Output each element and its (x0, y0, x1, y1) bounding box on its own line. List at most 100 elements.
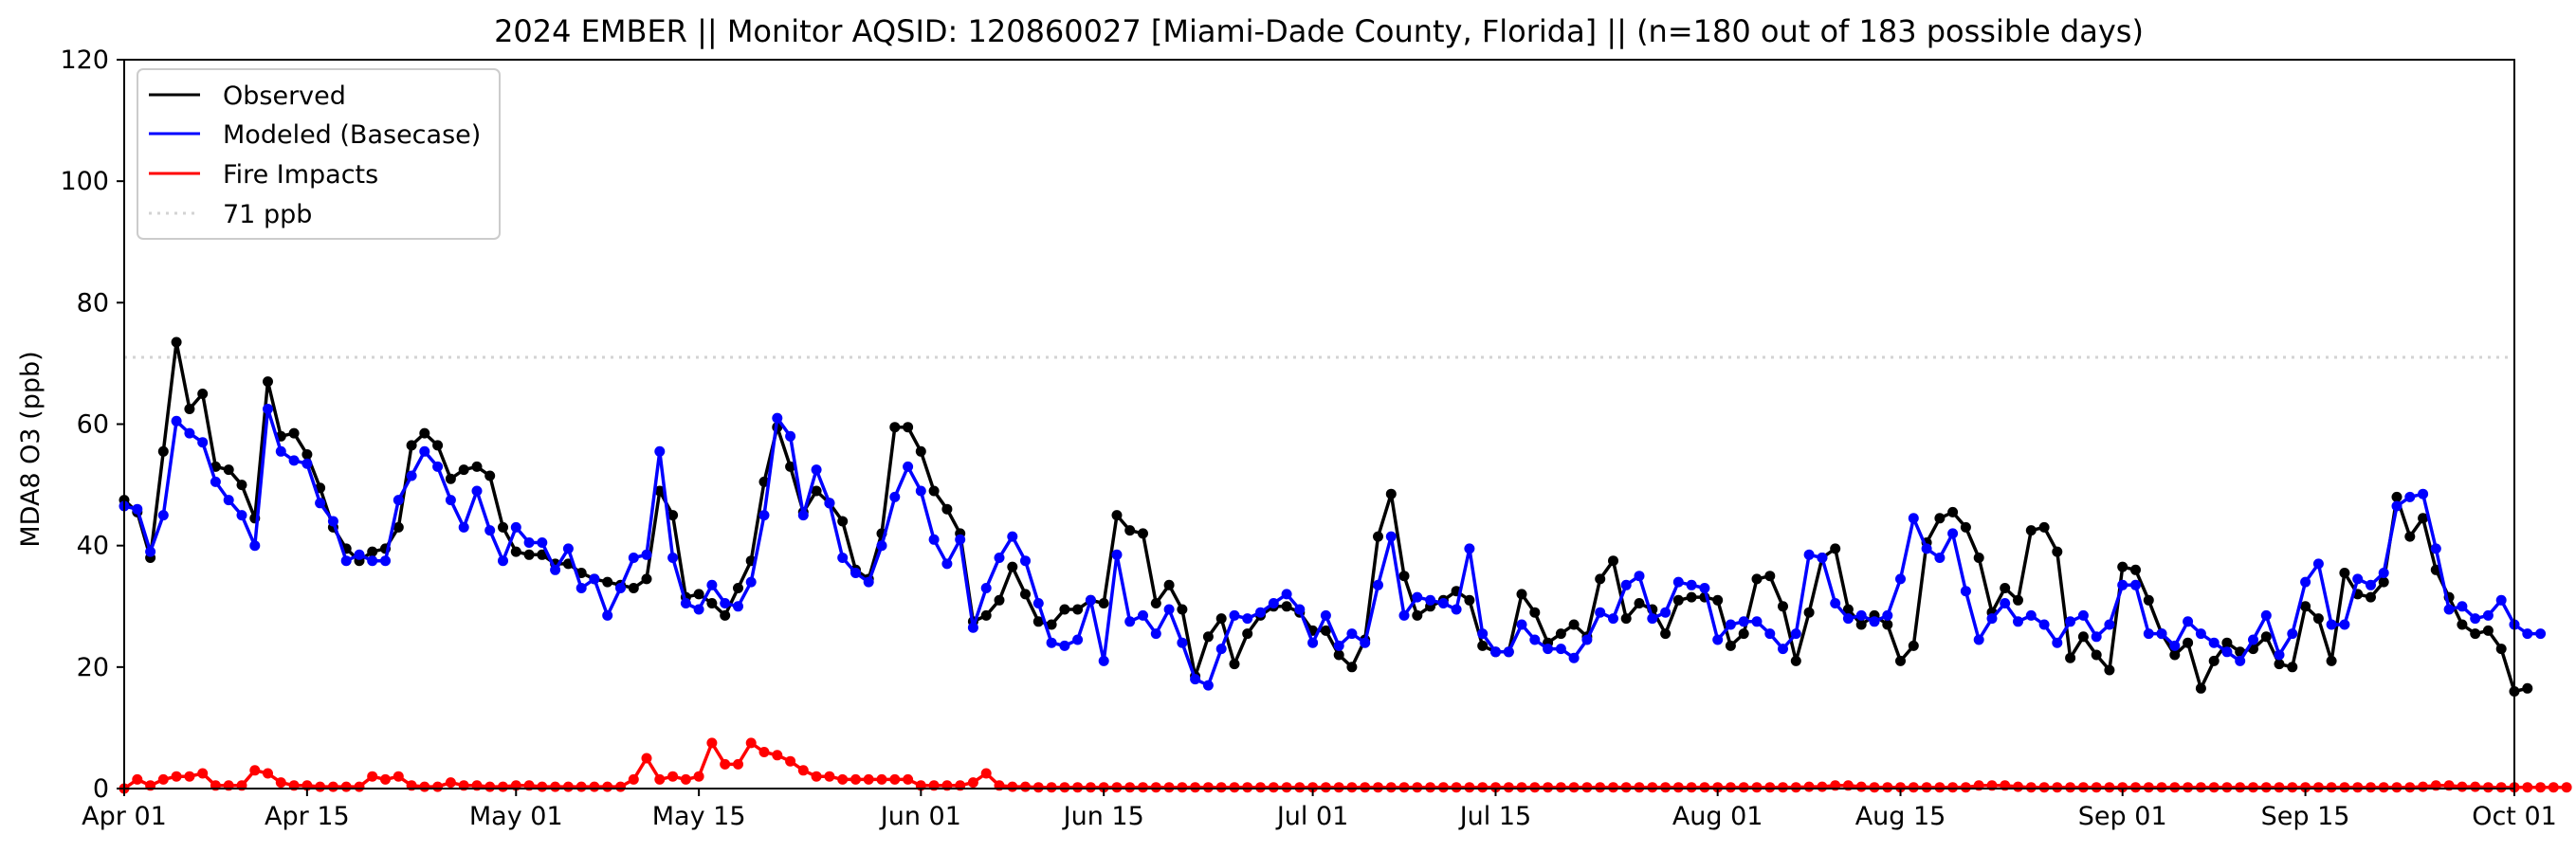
data-point-0-154 (2130, 564, 2141, 575)
data-point-1-56 (850, 568, 861, 578)
y-tick-label-3: 60 (77, 410, 109, 440)
data-point-2-158 (2183, 782, 2194, 793)
data-point-1-65 (967, 622, 978, 633)
data-point-2-112 (1581, 782, 1593, 793)
data-point-0-21 (393, 521, 404, 533)
legend-label-threshold: 71 ppb (223, 200, 312, 229)
data-point-1-25 (445, 495, 456, 506)
data-point-2-37 (602, 781, 613, 792)
data-point-0-137 (1908, 640, 1919, 651)
data-point-2-101 (1437, 782, 1449, 793)
data-point-0-55 (837, 516, 849, 527)
data-point-1-9 (236, 510, 247, 521)
plot-frame (123, 59, 2515, 789)
data-point-1-53 (811, 464, 822, 476)
data-point-0-181 (2482, 625, 2494, 636)
data-point-2-133 (1855, 781, 1867, 792)
data-point-1-48 (745, 576, 757, 588)
data-point-0-173 (2378, 576, 2389, 588)
data-point-2-98 (1398, 782, 1410, 793)
y-tick-label-5: 100 (60, 167, 109, 196)
data-point-2-42 (667, 771, 679, 782)
data-point-1-10 (249, 540, 261, 552)
data-point-0-14 (301, 449, 313, 460)
data-point-1-26 (458, 521, 469, 533)
data-point-0-153 (2117, 561, 2128, 572)
data-point-2-117 (1647, 782, 1658, 793)
data-point-2-174 (2391, 782, 2402, 793)
data-point-2-179 (2457, 781, 2468, 792)
data-point-1-8 (223, 495, 234, 506)
legend: Observed Modeled (Basecase) Fire Impacts… (137, 68, 501, 240)
data-point-1-57 (863, 576, 874, 588)
y-tick-label-0: 0 (93, 774, 109, 804)
data-point-0-115 (1620, 613, 1632, 625)
data-point-2-126 (1764, 782, 1776, 793)
data-point-0-148 (2052, 546, 2063, 557)
data-point-2-50 (772, 750, 783, 761)
data-point-2-54 (824, 771, 835, 782)
data-point-2-11 (263, 768, 273, 779)
data-point-1-179 (2457, 601, 2468, 612)
data-point-0-164 (2260, 631, 2272, 643)
data-point-1-95 (1360, 637, 1371, 648)
data-point-0-118 (1660, 628, 1672, 640)
data-point-1-107 (1516, 619, 1527, 630)
data-point-2-91 (1307, 782, 1319, 793)
data-point-0-182 (2495, 644, 2507, 655)
data-point-1-44 (693, 604, 704, 615)
data-point-1-66 (980, 583, 992, 593)
data-point-2-135 (1882, 782, 1893, 793)
data-point-2-168 (2312, 782, 2324, 793)
data-point-1-177 (2430, 543, 2441, 554)
data-point-2-45 (706, 737, 718, 749)
data-point-2-73 (1072, 782, 1084, 793)
data-point-2-39 (628, 773, 639, 785)
data-point-0-155 (2143, 594, 2154, 606)
data-point-2-95 (1360, 782, 1371, 793)
data-point-0-83 (1202, 631, 1214, 643)
data-point-1-61 (915, 485, 926, 497)
data-point-2-81 (1177, 782, 1188, 793)
data-point-2-92 (1320, 782, 1331, 793)
data-point-1-174 (2391, 500, 2402, 512)
data-point-2-4 (171, 771, 182, 782)
data-point-1-122 (1712, 634, 1724, 645)
data-point-0-167 (2300, 601, 2311, 612)
data-point-0-23 (419, 427, 430, 439)
data-point-1-154 (2130, 579, 2141, 590)
data-point-1-21 (393, 495, 404, 506)
data-point-1-96 (1373, 579, 1383, 590)
data-point-2-58 (876, 773, 887, 785)
data-point-0-73 (1072, 604, 1084, 615)
data-point-0-30 (510, 546, 521, 557)
data-point-1-12 (275, 445, 286, 457)
data-point-0-179 (2457, 619, 2468, 630)
data-point-1-93 (1333, 640, 1344, 651)
data-point-1-39 (628, 553, 639, 563)
data-point-2-38 (615, 781, 626, 792)
data-point-1-3 (157, 510, 169, 521)
data-point-2-43 (680, 773, 691, 785)
data-point-1-102 (1451, 604, 1462, 615)
data-point-0-80 (1163, 579, 1175, 590)
data-point-0-170 (2339, 568, 2350, 578)
data-point-2-55 (837, 773, 849, 785)
data-point-2-10 (249, 765, 261, 776)
data-point-1-94 (1346, 628, 1358, 640)
data-point-2-78 (1138, 782, 1148, 793)
data-point-2-137 (1908, 782, 1919, 793)
data-point-2-103 (1464, 782, 1475, 793)
data-point-0-168 (2312, 613, 2324, 625)
data-point-2-116 (1634, 782, 1645, 793)
data-point-1-85 (1229, 609, 1240, 621)
data-point-1-120 (1686, 579, 1697, 590)
data-point-0-142 (1973, 553, 1984, 563)
data-point-1-60 (903, 461, 914, 472)
data-point-1-68 (1007, 531, 1018, 542)
data-point-2-25 (445, 777, 456, 789)
data-point-1-37 (602, 609, 613, 621)
data-point-1-71 (1046, 637, 1057, 648)
data-point-0-141 (1960, 521, 1971, 533)
